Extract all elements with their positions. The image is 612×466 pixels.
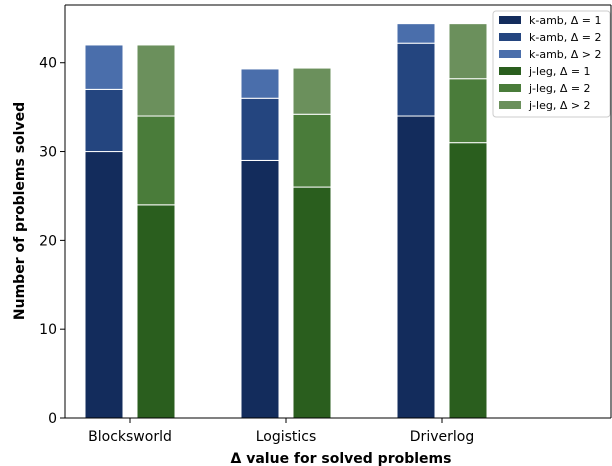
legend-label: j-leg, Δ = 2 [528,82,591,95]
legend-swatch [499,84,521,92]
bar-k-amb-driverlog-s2 [396,23,436,44]
bar-j-leg-blocksworld-s0 [136,204,176,419]
bar-j-leg-logistics-s1 [292,113,332,188]
bar-j-leg-driverlog-s1 [448,78,488,144]
bar-k-amb-blocksworld-s1 [84,88,124,153]
bar-k-amb-logistics-s0 [240,159,280,419]
bar-k-amb-driverlog-s1 [396,42,436,117]
y-tick-label: 40 [39,56,57,72]
legend-box [492,10,611,118]
x-tick-label: Blocksworld [88,429,172,445]
y-axis-title: Number of problems solved [12,102,28,320]
bar-j-leg-logistics-s2 [292,67,332,115]
bars-layer [84,23,488,419]
bar-k-amb-blocksworld-s0 [84,151,124,419]
legend-label: k-amb, Δ = 2 [529,31,602,44]
axes-layer: 0 10 20 30 40 Blocksworld Logistics Driverlog [39,4,612,445]
x-tick-label: Driverlog [410,429,474,445]
legend-swatch [499,67,521,75]
bar-j-leg-driverlog-s0 [448,142,488,419]
y-tick-label: 20 [39,233,57,249]
y-tick-label: 30 [39,145,57,161]
x-tick-label: Logistics [256,429,317,445]
legend-label: j-leg, Δ = 1 [528,65,591,78]
bar-j-leg-logistics-s0 [292,186,332,419]
legend-swatch [499,50,521,58]
legend-swatch [499,16,521,24]
legend-swatch [499,101,521,109]
legend: k-amb, Δ = 1 k-amb, Δ = 2 k-amb, Δ > 2 j-le… [492,10,611,118]
bar-k-amb-logistics-s2 [240,68,280,99]
legend-label: k-amb, Δ > 2 [529,48,602,61]
bar-j-leg-blocksworld-s2 [136,44,176,117]
bar-j-leg-driverlog-s2 [448,23,488,80]
bar-k-amb-logistics-s1 [240,97,280,161]
y-tick-label: 0 [48,411,57,427]
bar-j-leg-blocksworld-s1 [136,115,176,206]
bar-k-amb-driverlog-s0 [396,115,436,419]
y-tick-label: 10 [39,322,57,338]
legend-swatch [499,33,521,41]
legend-label: j-leg, Δ > 2 [528,99,591,112]
x-axis-title: Δ value for solved problems [231,451,452,466]
legend-label: k-amb, Δ = 1 [529,14,602,27]
bar-k-amb-blocksworld-s2 [84,44,124,90]
